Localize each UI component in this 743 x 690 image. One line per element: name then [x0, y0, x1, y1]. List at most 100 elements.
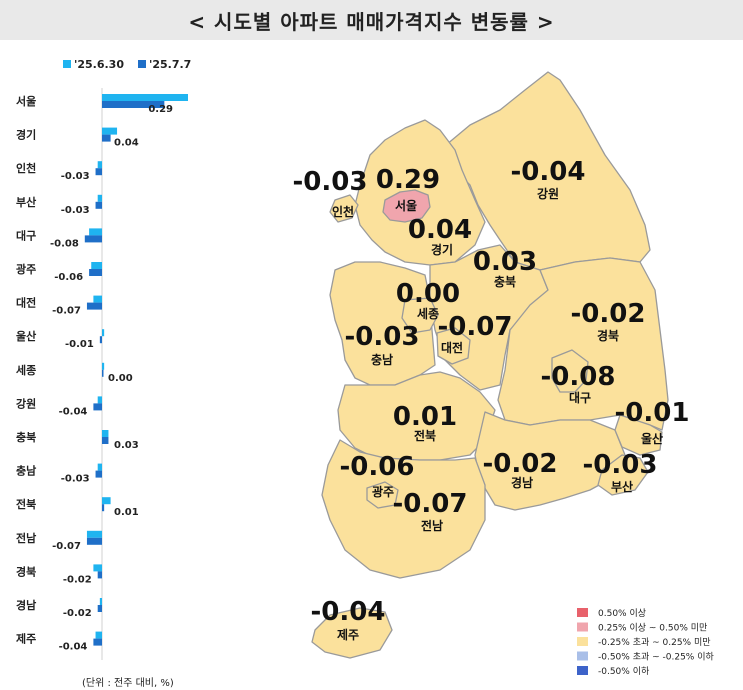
map-labels: 0.29서울-0.03인천0.04경기-0.04강원0.03충북0.00세종-0…	[293, 157, 690, 642]
bar-curr-부산	[95, 201, 102, 209]
map-value-jeju: -0.04	[311, 597, 386, 627]
bar-value-label: -0.02	[63, 608, 92, 619]
map-name-gyeongnam: 경남	[511, 475, 533, 490]
bar-value-label: -0.02	[63, 574, 92, 585]
bar-value-label: -0.08	[50, 238, 79, 249]
bar-value-label: -0.07	[52, 306, 81, 317]
bar-value-label: 0.01	[114, 507, 139, 518]
bar-value-label: -0.06	[54, 272, 83, 283]
title-bar: < 시도별 아파트 매매가격지수 변동률 >	[0, 0, 743, 40]
category-label: 전북	[16, 497, 36, 511]
map-region-sejong	[401, 297, 439, 334]
map-value-jeonnam: -0.07	[393, 489, 468, 519]
bar-chart: 서울 0.29 경기 0.04 인천 -0.03 부산 -0.03 대구 -0.08 광주 -0.06…	[16, 88, 188, 660]
map-value-ulsan: -0.01	[615, 398, 690, 428]
bar-prev-대구	[89, 228, 102, 236]
map-name-seoul: 서울	[395, 198, 417, 213]
category-label: 경기	[16, 128, 36, 142]
map-name-gyeonggi: 경기	[431, 242, 453, 257]
category-label: 제주	[16, 632, 36, 646]
bar-prev-세종	[102, 362, 105, 370]
bar-prev-울산	[102, 329, 105, 337]
map-name-ulsan: 울산	[641, 431, 663, 446]
legend-swatch-curr	[138, 60, 146, 68]
map-value-incheon: -0.03	[293, 167, 368, 197]
bar-prev-충남	[97, 463, 102, 471]
bar-curr-광주	[89, 269, 102, 276]
category-label: 울산	[16, 329, 36, 343]
bar-prev-인천	[97, 161, 102, 169]
category-label: 인천	[16, 161, 36, 175]
map-value-sejong: 0.00	[396, 279, 460, 309]
bar-curr-전북	[102, 504, 105, 512]
map-region-daegu	[551, 349, 589, 393]
map-legend: 0.50% 이상 0.25% 이상 ~ 0.50% 미만 -0.25% 초과 ~ 0…	[577, 608, 715, 677]
bar-value-label: -0.07	[52, 541, 81, 552]
bar-curr-충북	[102, 437, 109, 444]
bar-curr-경북	[97, 571, 102, 579]
category-label: 충북	[16, 430, 36, 444]
legend-label-prev: '25.6.30	[74, 58, 124, 71]
bar-curr-강원	[93, 403, 102, 411]
category-label: 세종	[16, 363, 36, 377]
bar-prev-경기	[102, 127, 118, 135]
category-label: 충남	[16, 464, 36, 478]
page-title: < 시도별 아파트 매매가격지수 변동률 >	[188, 9, 555, 34]
map-region-incheon	[329, 194, 359, 223]
bar-curr-제주	[93, 638, 102, 646]
category-label: 대구	[16, 228, 36, 242]
map-name-chungnam: 충남	[371, 352, 393, 367]
category-label: 서울	[16, 94, 36, 108]
bar-prev-부산	[97, 194, 102, 202]
map-name-gyeongbuk: 경북	[597, 329, 619, 343]
map-legend-label: -0.50% 이하	[598, 666, 650, 677]
map-value-jeonbuk: 0.01	[393, 402, 457, 432]
map-legend-swatch	[577, 608, 588, 617]
bar-value-label: -0.03	[61, 171, 90, 182]
category-label: 광주	[16, 263, 36, 276]
bar-prev-대전	[93, 295, 102, 303]
bar-value-label: 0.29	[148, 104, 173, 115]
map-legend-label: -0.25% 초과 ~ 0.25% 미만	[598, 637, 711, 648]
map-region-busan	[597, 454, 649, 496]
bar-curr-대전	[86, 302, 102, 310]
bar-value-label: 0.03	[114, 440, 139, 451]
category-label: 대전	[16, 296, 36, 310]
bar-prev-강원	[97, 396, 102, 404]
bar-value-label: 0.04	[114, 138, 139, 149]
legend-swatch-prev	[63, 60, 71, 68]
map-name-jeju: 제주	[337, 628, 359, 642]
bar-value-label: -0.04	[59, 406, 88, 417]
map-name-jeonbuk: 전북	[414, 428, 436, 443]
map-legend-swatch	[577, 622, 588, 632]
category-label: 부산	[16, 195, 36, 209]
map-name-jeonnam: 전남	[421, 518, 443, 533]
bar-value-label: -0.01	[65, 339, 94, 350]
bar-curr-세종	[102, 369, 104, 377]
map-name-daegu: 대구	[569, 391, 591, 405]
bar-prev-제주	[95, 631, 102, 639]
chart-legend: '25.6.30 '25.7.7	[63, 58, 191, 71]
map-legend-label: 0.50% 이상	[598, 608, 646, 619]
map-name-busan: 부산	[611, 479, 633, 494]
map-value-gyeongnam: -0.02	[483, 449, 558, 479]
map-region-seoul	[382, 189, 431, 223]
map-region-daejeon	[436, 327, 471, 365]
map-value-chungbuk: 0.03	[473, 247, 537, 277]
map-region-gangwon	[439, 71, 651, 271]
map-value-busan: -0.03	[583, 450, 658, 480]
map-name-gangwon: 강원	[537, 187, 559, 201]
map-value-daegu: -0.08	[541, 362, 616, 392]
bar-prev-서울	[102, 94, 188, 101]
map-value-gwangju: -0.06	[340, 452, 415, 482]
bar-value-label: 0.00	[108, 373, 133, 384]
korea-map	[311, 71, 669, 659]
bar-curr-경남	[97, 605, 102, 612]
map-value-gyeongbuk: -0.02	[571, 299, 646, 329]
map-name-incheon: 인천	[332, 204, 354, 219]
map-name-daejeon: 대전	[441, 340, 463, 355]
bar-curr-울산	[99, 336, 102, 344]
bar-curr-충남	[95, 470, 102, 478]
bar-curr-경기	[102, 134, 111, 142]
